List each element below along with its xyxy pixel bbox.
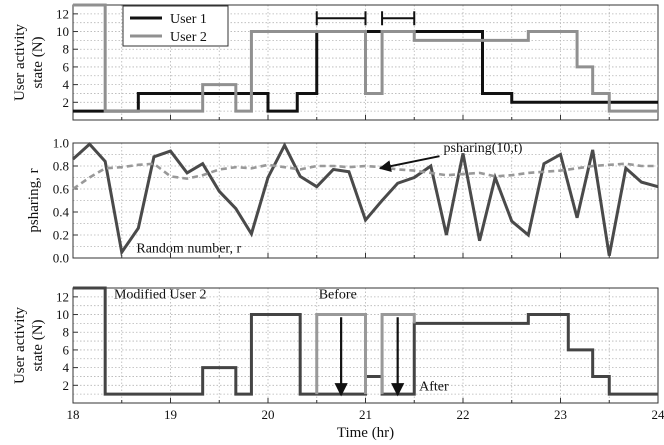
- x-tick-label: 22: [457, 407, 470, 422]
- middle-panel: 0.0 0.2 0.4 0.6 0.8 1.0 psharing, r psharing(10…: [26, 136, 659, 266]
- grid: [73, 288, 658, 403]
- y-tick-label: 2: [63, 95, 70, 110]
- x-tick-label: 20: [262, 407, 275, 422]
- annotation-label: Modified User 2: [114, 288, 207, 303]
- x-axis-label: Time (hr): [337, 425, 394, 441]
- legend-entry: User 2: [170, 30, 207, 45]
- series-line-user-2: [73, 3, 658, 113]
- y-tick-label: 12: [56, 289, 69, 304]
- legend-entry: User 1: [170, 12, 207, 27]
- annotation-label: psharing(10,t): [444, 141, 523, 156]
- y-tick-label: 8: [63, 325, 70, 340]
- y-axis-label: psharing, r: [26, 168, 42, 232]
- y-tick-label: 0.0: [53, 251, 69, 266]
- y-tick-label: 0.4: [53, 205, 70, 220]
- y-tick-label: 0.2: [53, 228, 69, 243]
- series-line-modified-user-2: [73, 286, 658, 396]
- y-tick-label: 1.0: [53, 136, 69, 151]
- legend: User 1 User 2: [122, 5, 229, 47]
- interval-bracket: [381, 11, 416, 26]
- x-tick-label: 19: [164, 407, 177, 422]
- x-tick-label: 21: [359, 407, 372, 422]
- series-line-before: [315, 313, 367, 395]
- y-tick-label: 10: [56, 24, 69, 39]
- series-line-before: [380, 313, 416, 395]
- annotation-label: Before: [319, 288, 357, 303]
- interval-bracket: [315, 11, 367, 26]
- x-tick-label: 18: [67, 407, 80, 422]
- series-line-psharing-10-t-: [72, 162, 658, 191]
- series-line-random-number-r: [71, 141, 659, 257]
- y-axis-label: state (N): [30, 36, 46, 88]
- y-axis-label: User activity: [12, 23, 28, 101]
- legend-box: [122, 5, 229, 47]
- y-tick-label: 4: [63, 360, 70, 375]
- y-tick-label: 6: [63, 342, 70, 357]
- y-tick-label: 0.8: [53, 159, 69, 174]
- y-tick-label: 6: [63, 59, 70, 74]
- y-tick-label: 8: [63, 42, 70, 57]
- annotation-arrow: [378, 155, 440, 173]
- x-tick-label: 23: [554, 407, 567, 422]
- y-axis-label: state (N): [30, 319, 46, 371]
- annotation-label: Random number, r: [136, 241, 241, 256]
- y-tick-label: 10: [56, 307, 69, 322]
- y-tick-label: 4: [63, 77, 70, 92]
- y-tick-label: 12: [56, 6, 69, 21]
- y-axis-label: User activity: [12, 306, 28, 384]
- x-tick-label: 24: [652, 407, 664, 422]
- annotation-label: After: [419, 380, 449, 395]
- y-tick-label: 2: [63, 378, 70, 393]
- y-tick-label: 0.6: [53, 182, 70, 197]
- series-line-user-1: [73, 30, 658, 113]
